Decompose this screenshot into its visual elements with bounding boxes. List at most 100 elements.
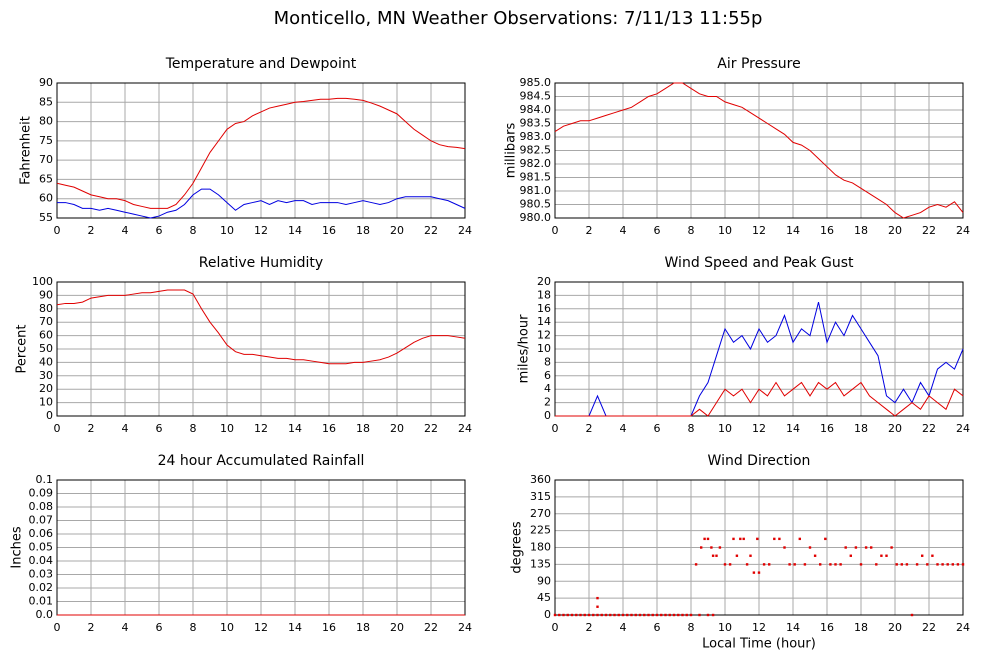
data-point: [604, 613, 608, 617]
y-tick-label: 90: [39, 76, 53, 89]
data-point: [829, 563, 832, 566]
y-tick-label: 16: [537, 302, 551, 315]
data-point: [672, 613, 676, 617]
y-tick-label: 50: [39, 342, 53, 355]
x-tick-label: 14: [288, 224, 302, 237]
x-tick-label: 6: [156, 422, 163, 435]
data-point: [596, 605, 599, 608]
data-point: [711, 613, 715, 617]
data-point: [621, 613, 625, 617]
y-tick-label: 0.1: [36, 473, 54, 486]
data-point: [715, 554, 718, 557]
y-tick-label: 0.07: [29, 514, 54, 527]
data-point: [961, 563, 965, 566]
x-tick-label: 4: [620, 621, 627, 634]
panel: Relative HumidityPercent0102030405060708…: [15, 255, 473, 435]
x-tick-label: 18: [356, 224, 370, 237]
x-tick-label: 10: [718, 621, 732, 634]
x-tick-label: 24: [458, 422, 472, 435]
data-point: [885, 554, 888, 557]
y-tick-label: 8: [544, 355, 551, 368]
data-point: [739, 537, 742, 541]
x-tick-label: 6: [156, 224, 163, 237]
x-tick-label: 2: [88, 621, 95, 634]
data-point: [941, 563, 944, 566]
x-tick-label: 12: [752, 621, 766, 634]
data-point: [711, 554, 715, 557]
x-tick-label: 8: [688, 621, 695, 634]
data-line: [554, 82, 964, 219]
y-tick-label: 70: [39, 153, 53, 166]
x-tick-label: 20: [390, 224, 404, 237]
y-tick-label: 984.0: [520, 103, 552, 116]
main-title: Monticello, MN Weather Observations: 7/1…: [274, 8, 763, 29]
x-tick-label: 0: [552, 422, 559, 435]
x-tick-label: 20: [390, 621, 404, 634]
y-tick-label: 315: [530, 490, 551, 503]
y-tick-label: 30: [39, 369, 53, 382]
data-point: [768, 563, 771, 566]
panel: Wind Speed and Peak Gustmiles/hour024681…: [517, 255, 971, 435]
x-tick-label: 14: [786, 621, 800, 634]
data-point: [864, 546, 868, 549]
x-tick-label: 16: [820, 422, 834, 435]
y-tick-label: 80: [39, 115, 53, 128]
data-point: [890, 546, 893, 549]
y-tick-label: 270: [530, 507, 551, 520]
plot-frame: [554, 479, 964, 616]
x-tick-label: 4: [122, 621, 129, 634]
x-tick-label: 10: [718, 224, 732, 237]
x-tick-label: 22: [922, 621, 936, 634]
x-tick-label: 16: [820, 224, 834, 237]
y-tick-label: 90: [39, 288, 53, 301]
data-point: [685, 613, 688, 617]
y-tick-label: 981.5: [520, 171, 552, 184]
y-tick-label: 980.0: [520, 211, 552, 224]
x-tick-label: 8: [190, 224, 197, 237]
data-point: [592, 613, 595, 617]
x-tick-label: 14: [786, 422, 800, 435]
x-tick-label: 20: [888, 422, 902, 435]
x-tick-label: 0: [54, 621, 61, 634]
data-point: [706, 537, 710, 541]
data-point: [630, 613, 633, 617]
data-point: [700, 546, 703, 549]
data-point: [895, 563, 898, 566]
data-point: [613, 613, 616, 617]
y-tick-label: 65: [39, 172, 53, 185]
data-point: [617, 613, 620, 617]
x-tick-label: 16: [820, 621, 834, 634]
data-point: [926, 563, 929, 566]
data-point: [566, 613, 569, 617]
x-tick-label: 24: [956, 422, 970, 435]
x-tick-label: 24: [956, 224, 970, 237]
data-point: [783, 546, 786, 549]
data-point: [819, 563, 822, 566]
x-tick-label: 18: [356, 621, 370, 634]
data-point: [698, 613, 701, 617]
x-tick-label: 12: [752, 422, 766, 435]
panel-title: Temperature and Dewpoint: [165, 56, 357, 72]
y-tick-label: 0.05: [29, 541, 54, 554]
x-tick-label: 12: [254, 621, 268, 634]
data-point: [921, 554, 924, 557]
y-tick-label: 0.04: [29, 554, 54, 567]
y-tick-label: 0.0: [36, 608, 54, 621]
x-tick-label: 4: [620, 422, 627, 435]
y-tick-label: 982.5: [520, 144, 552, 157]
data-point: [651, 613, 654, 617]
x-tick-label: 24: [458, 621, 472, 634]
x-tick-label: 16: [322, 224, 336, 237]
x-tick-label: 10: [220, 422, 234, 435]
y-tick-label: 55: [39, 211, 53, 224]
data-point: [694, 563, 698, 566]
y-axis-label: millibars: [504, 123, 519, 179]
y-tick-label: 0: [544, 608, 551, 621]
y-tick-label: 135: [530, 557, 551, 570]
data-point: [931, 554, 934, 557]
x-tick-label: 12: [254, 224, 268, 237]
y-tick-label: 0: [544, 409, 551, 422]
data-point: [834, 563, 837, 566]
data-point: [575, 613, 578, 617]
